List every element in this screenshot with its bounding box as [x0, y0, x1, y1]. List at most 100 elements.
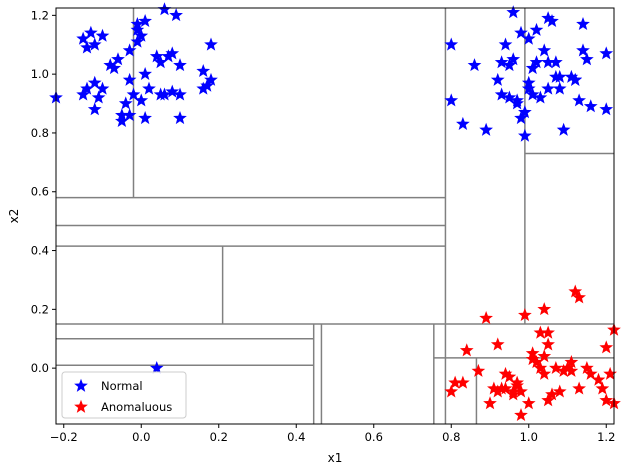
normal-point	[142, 81, 156, 95]
normal-point	[118, 96, 133, 110]
anomaluous-point	[514, 407, 528, 422]
normal-point	[529, 22, 544, 36]
normal-point	[556, 122, 571, 136]
anomaluous-point	[549, 360, 563, 374]
normal-point	[545, 14, 559, 28]
anomaluous-point	[483, 396, 497, 410]
normal-point	[173, 58, 187, 72]
x-tick-label: 0.8	[442, 430, 460, 444]
anomaluous-point	[487, 381, 501, 395]
normal-point	[514, 25, 528, 39]
anomaluous-point	[490, 337, 505, 351]
normal-point	[122, 108, 137, 122]
normal-point	[599, 102, 614, 116]
normal-point	[456, 116, 470, 130]
anomaluous-point	[529, 355, 544, 369]
normal-point	[76, 31, 90, 45]
anomaluous-point	[518, 308, 532, 322]
data-points	[49, 2, 621, 422]
anomaluous-point	[568, 284, 583, 298]
anomaluous-point	[506, 387, 521, 401]
normal-point	[126, 87, 141, 101]
normal-point	[537, 43, 552, 57]
normal-point	[204, 37, 218, 51]
anomaluous-point	[448, 375, 462, 389]
normal-point	[134, 93, 149, 107]
anomaluous-point	[537, 349, 552, 363]
normal-point	[521, 81, 536, 95]
legend-marker-normal	[74, 378, 88, 392]
normal-point	[533, 90, 548, 104]
normal-point	[444, 93, 459, 107]
anomaluous-point	[572, 290, 586, 304]
normal-point	[87, 37, 102, 51]
legend: Normal Anomaluous	[61, 371, 187, 419]
normal-point	[115, 108, 129, 122]
anomaluous-point	[595, 381, 610, 395]
legend-label-anomaluous: Anomaluous	[101, 400, 172, 414]
anomaluous-point	[556, 363, 571, 377]
normal-point	[494, 87, 509, 101]
normal-point	[510, 96, 524, 110]
x-axis-ticks: −0.2 0.0 0.2 0.4 0.6 0.8 1.0 1.2	[50, 424, 615, 444]
x-tick-label: 0.2	[210, 430, 228, 444]
anomaluous-point	[498, 381, 513, 395]
normal-point	[568, 72, 583, 86]
normal-point	[552, 81, 567, 95]
normal-point	[107, 61, 121, 75]
anomaluous-point	[541, 337, 555, 351]
y-tick-label: 0.6	[31, 185, 49, 199]
anomaluous-point	[479, 310, 493, 324]
normal-point	[173, 111, 187, 125]
normal-point	[576, 43, 590, 57]
normal-point	[80, 81, 94, 95]
normal-point	[583, 99, 598, 113]
normal-point	[153, 55, 168, 69]
normal-point	[130, 16, 145, 30]
anomaluous-point	[583, 366, 598, 380]
anomaluous-point	[545, 387, 559, 401]
normal-point	[91, 90, 106, 104]
normal-point	[138, 66, 152, 80]
normal-point	[204, 72, 218, 86]
normal-point	[157, 2, 172, 16]
normal-point	[138, 14, 152, 28]
normal-point	[169, 8, 183, 22]
anomaluous-point	[599, 340, 614, 354]
anomaluous-point	[514, 384, 528, 398]
x-tick-label: 0.4	[287, 430, 305, 444]
normal-point	[173, 87, 187, 101]
x-tick-label: 1.2	[597, 430, 615, 444]
anomaluous-point	[564, 363, 579, 377]
normal-point	[506, 52, 521, 66]
y-tick-label: 0.8	[31, 126, 49, 140]
normal-point	[564, 69, 579, 83]
normal-point	[467, 58, 482, 72]
normal-point	[552, 69, 567, 83]
normal-point	[161, 49, 176, 63]
normal-point	[541, 55, 555, 69]
x-tick-label: 0.0	[132, 430, 150, 444]
anomaluous-point	[537, 302, 552, 316]
normal-point	[84, 25, 98, 39]
normal-point	[490, 72, 505, 86]
anomaluous-point	[533, 325, 548, 339]
normal-point	[525, 87, 540, 101]
normal-point	[103, 58, 118, 72]
normal-point	[130, 22, 145, 36]
legend-star-icon	[74, 399, 88, 413]
normal-point	[165, 84, 180, 98]
anomaluous-point	[456, 375, 470, 389]
x-axis-label: x1	[328, 451, 343, 465]
anomaluous-point	[564, 355, 579, 369]
anomaluous-point	[471, 363, 486, 377]
y-tick-label: 0.0	[31, 361, 49, 375]
normal-point	[134, 28, 149, 42]
x-tick-label: −0.2	[50, 430, 78, 444]
anomaluous-point	[580, 360, 594, 374]
anomaluous-point	[533, 360, 548, 374]
anomaluous-point	[603, 366, 617, 380]
plot-background	[56, 8, 614, 424]
normal-point	[599, 46, 614, 60]
